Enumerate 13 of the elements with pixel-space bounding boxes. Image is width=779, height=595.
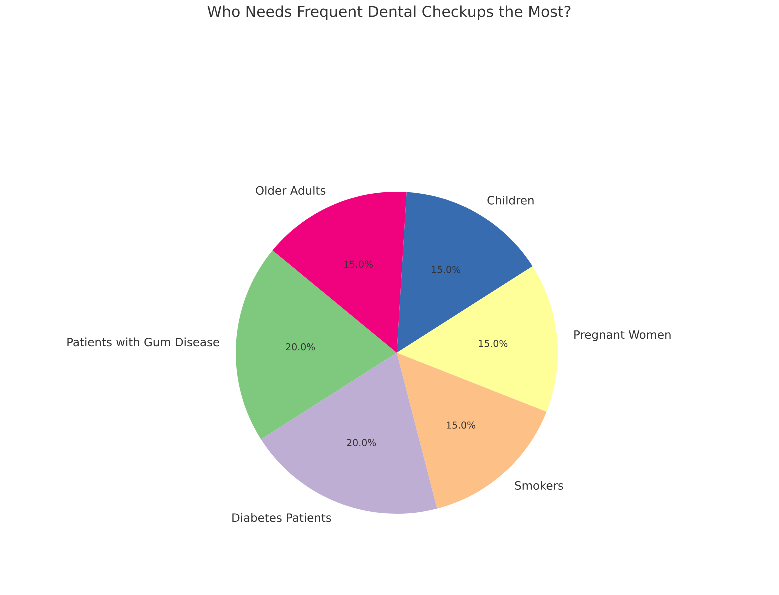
chart-title: Who Needs Frequent Dental Checkups the Most? <box>208 6 571 20</box>
data-label: 15.0% <box>479 340 508 348</box>
slice-label: Patients with Gum Disease <box>68 338 220 347</box>
data-label: 20.0% <box>347 439 376 446</box>
slice-label: Diabetes Patients <box>232 513 332 522</box>
slice-label: Children <box>488 196 534 205</box>
slice-label: Older Adults <box>256 186 326 196</box>
slice-label: Smokers <box>515 481 564 490</box>
data-label: 15.0% <box>447 422 476 429</box>
slice-label: Pregnant Women <box>574 330 671 342</box>
data-label: 15.0% <box>344 260 373 268</box>
data-label: 20.0% <box>286 344 316 351</box>
data-label: 15.0% <box>432 266 461 274</box>
